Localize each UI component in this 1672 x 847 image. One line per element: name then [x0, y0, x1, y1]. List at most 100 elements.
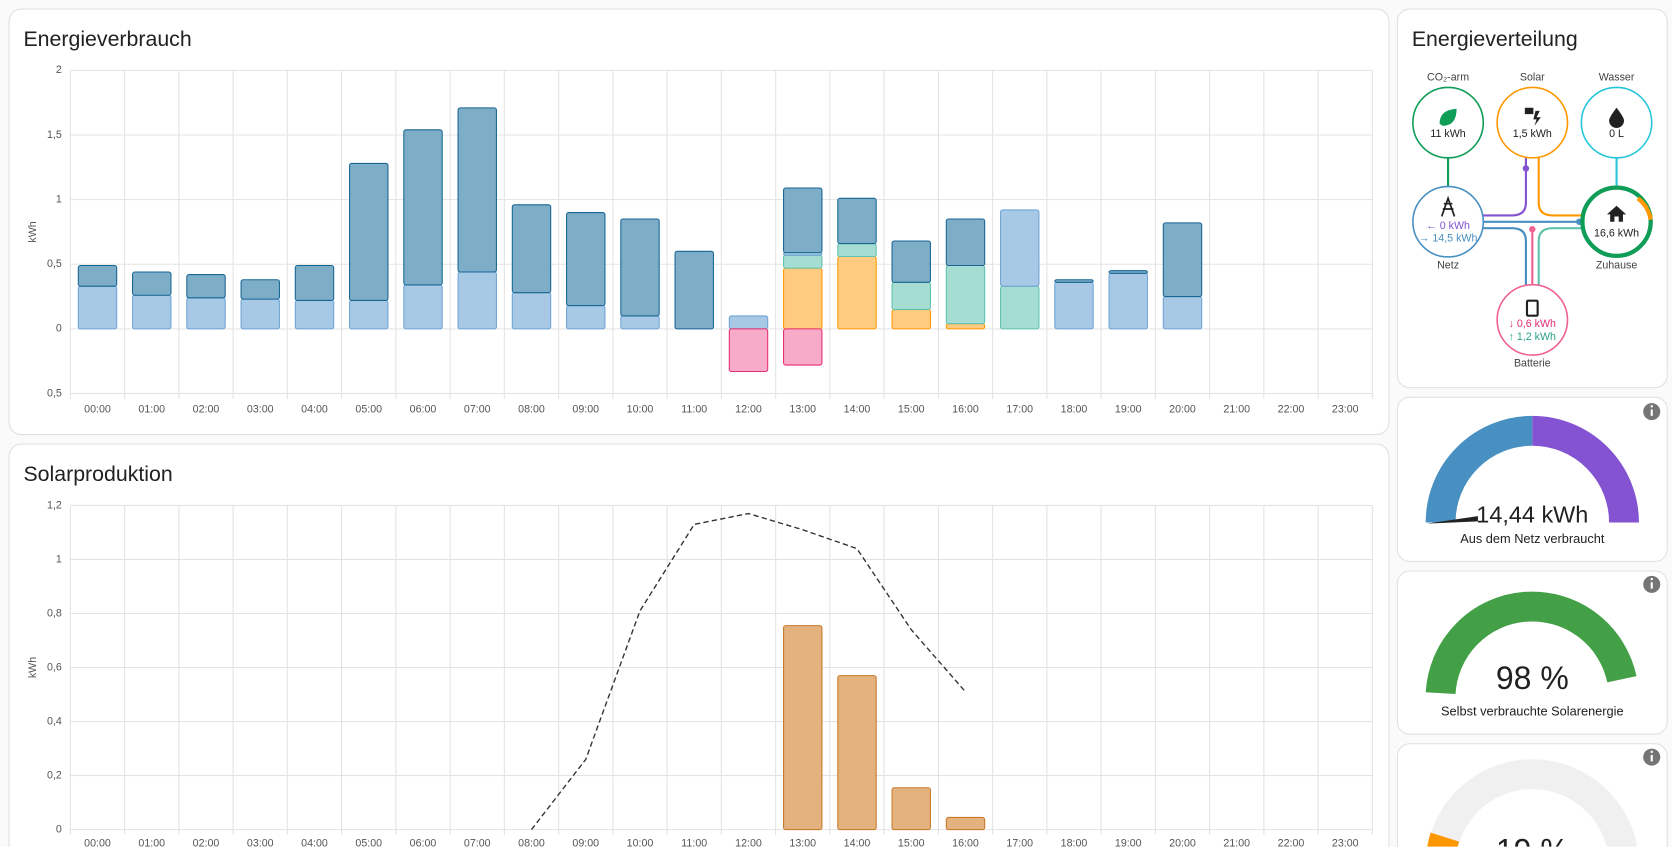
gauge-value: 14,44 kWh — [1476, 501, 1588, 527]
x-tick-label: 10:00 — [627, 403, 654, 415]
x-tick-label: 04:00 — [301, 403, 328, 415]
node-label: Wasser — [1599, 72, 1635, 84]
icon-home — [1606, 205, 1627, 222]
node-label: Zuhause — [1596, 259, 1638, 271]
x-tick-label: 03:00 — [247, 403, 274, 415]
x-tick-label: 15:00 — [898, 403, 925, 415]
icon-grid — [1440, 195, 1456, 217]
gauges — [1425, 415, 1639, 847]
x-tick-label: 13:00 — [789, 837, 816, 846]
bar — [349, 299, 389, 330]
bar — [349, 162, 389, 301]
x-tick-label: 19:00 — [1115, 403, 1142, 415]
x-tick-label: 14:00 — [844, 837, 871, 846]
bar — [674, 250, 714, 330]
icons — [1439, 107, 1627, 317]
x-tick-label: 08:00 — [518, 837, 545, 846]
node-labels: CO₂-arm Solar Wasser Netz Zuhause Batter… — [1419, 72, 1639, 370]
x-tick-label: 06:00 — [410, 403, 437, 415]
y-tick-label: 1,2 — [47, 499, 62, 511]
flow — [1537, 227, 1584, 285]
y-tick-label: 1,5 — [47, 129, 62, 141]
bar — [728, 315, 769, 330]
gauge-value: 98 % — [1496, 660, 1569, 696]
flows — [1447, 157, 1618, 285]
bar — [403, 129, 443, 286]
y-tick-label: 1 — [56, 193, 62, 205]
bar — [945, 816, 986, 831]
bar — [1108, 272, 1148, 330]
y-axis-label: kWh — [27, 657, 39, 678]
node-circle — [1496, 86, 1569, 159]
x-tick-label: 21:00 — [1223, 837, 1250, 846]
bar — [945, 264, 986, 325]
x-tick-label: 17:00 — [1006, 403, 1033, 415]
bar — [186, 274, 226, 299]
y-tick-label: 2 — [56, 64, 62, 76]
bar — [403, 284, 443, 330]
node-label: Solar — [1520, 72, 1545, 84]
flow — [1483, 157, 1527, 217]
bar — [837, 197, 877, 245]
gauge-texts: 14,44 kWh Aus dem Netz verbraucht 98 % S… — [1441, 501, 1624, 846]
x-tick-label: 21:00 — [1223, 403, 1250, 415]
chart: Solarproduktion kWh 0 0,2 0,4 0,6 0,8 1 1,2 00:00… — [23, 462, 1373, 847]
bar — [837, 675, 877, 831]
x-tick-label: 09:00 — [572, 403, 599, 415]
x-tick-label: 11:00 — [681, 837, 707, 846]
x-tick-label: 23:00 — [1332, 837, 1359, 846]
bar — [1000, 285, 1040, 330]
bar — [566, 305, 606, 330]
bar — [945, 218, 986, 267]
card — [8, 443, 1390, 847]
node-value: 0 L — [1609, 128, 1624, 140]
y-tick-label: 0,5 — [47, 387, 62, 399]
bar — [783, 328, 823, 366]
node-label: Netz — [1437, 259, 1459, 271]
icon-leaf — [1439, 108, 1457, 126]
bar — [837, 255, 877, 330]
bar — [240, 298, 280, 330]
bar — [783, 187, 823, 254]
info-icons — [1643, 403, 1661, 766]
y-tick-label: 0 — [56, 323, 62, 335]
x-tick-label: 17:00 — [1006, 837, 1033, 846]
bar — [620, 218, 660, 317]
node-value: ↓ 0,6 kWh — [1509, 318, 1556, 330]
node-label: CO₂-arm — [1427, 72, 1469, 84]
bar — [457, 271, 497, 330]
x-tick-label: 22:00 — [1278, 837, 1305, 846]
x-tick-label: 04:00 — [301, 837, 328, 846]
x-tick-label: 01:00 — [138, 403, 165, 415]
bar — [783, 254, 823, 269]
x-tick-label: 11:00 — [681, 403, 707, 415]
x-tick-label: 13:00 — [789, 403, 816, 415]
bar — [1054, 279, 1094, 283]
bar — [945, 323, 986, 330]
node-arc — [1636, 196, 1653, 221]
gauge-arc — [1427, 832, 1460, 847]
node-value: ← 0 kWh — [1426, 220, 1470, 232]
x-tick-label: 12:00 — [735, 837, 762, 846]
x-tick-label: 00:00 — [84, 403, 111, 415]
x-tick-label: 07:00 — [464, 403, 491, 415]
x-tick-label: 19:00 — [1115, 837, 1142, 846]
line — [530, 512, 967, 831]
gauge-arc — [1427, 759, 1638, 847]
bar — [77, 264, 118, 287]
bar — [891, 240, 931, 283]
icon-solar — [1524, 107, 1541, 126]
bar — [511, 292, 552, 330]
x-tick-label: 05:00 — [355, 403, 382, 415]
bar — [837, 243, 877, 258]
gauge-arc — [1531, 415, 1639, 523]
bar — [891, 308, 931, 330]
flow — [1537, 157, 1584, 217]
x-tick-label: 18:00 — [1061, 403, 1088, 415]
flow-dot — [1522, 165, 1530, 172]
node-circle — [1412, 185, 1485, 258]
bar — [891, 281, 931, 311]
y-tick-label: 0,5 — [47, 258, 62, 270]
